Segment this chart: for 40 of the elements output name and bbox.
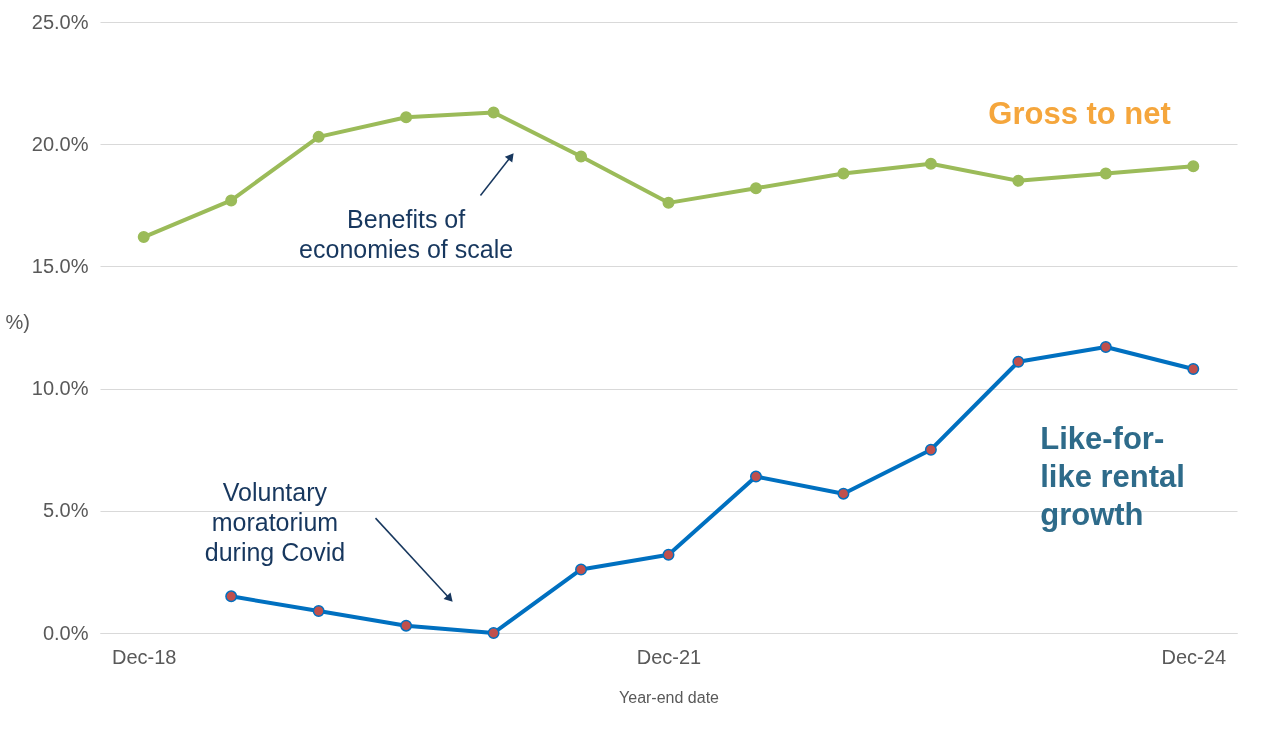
x-axis-title: Year-end date bbox=[619, 688, 720, 706]
point bbox=[1012, 174, 1025, 187]
y-tick-label: 20.0% bbox=[31, 132, 89, 155]
point bbox=[749, 182, 762, 195]
point bbox=[400, 111, 413, 124]
x-tick-label: Dec-21 bbox=[636, 645, 702, 668]
y-tick-label: 0.0% bbox=[42, 621, 89, 644]
y-axis-title: %) bbox=[5, 310, 30, 333]
point bbox=[837, 487, 850, 500]
point bbox=[1012, 355, 1025, 368]
point bbox=[662, 196, 675, 209]
point bbox=[924, 157, 937, 170]
point bbox=[1187, 363, 1200, 376]
point bbox=[225, 590, 238, 603]
point bbox=[1187, 160, 1200, 173]
point bbox=[1099, 167, 1112, 180]
x-tick-label: Dec-24 bbox=[1161, 645, 1227, 668]
point bbox=[575, 150, 588, 163]
annotation: Benefits of economies of scale bbox=[299, 204, 514, 263]
point bbox=[924, 443, 937, 456]
point bbox=[837, 167, 850, 180]
point bbox=[312, 605, 325, 617]
point bbox=[137, 231, 150, 244]
x-tick-label: Dec-18 bbox=[111, 645, 177, 668]
point bbox=[225, 194, 238, 207]
point bbox=[662, 548, 675, 561]
point bbox=[1099, 341, 1112, 354]
point bbox=[487, 106, 500, 119]
y-tick-label: 15.0% bbox=[31, 254, 89, 277]
series-label: Gross to net bbox=[988, 95, 1171, 131]
point bbox=[749, 470, 762, 483]
point bbox=[312, 130, 325, 143]
y-tick-label: 5.0% bbox=[42, 499, 89, 522]
annotation: Voluntary moratorium during Covid bbox=[204, 478, 346, 567]
series-label: Like-for-like rental growth bbox=[1040, 421, 1185, 533]
point bbox=[575, 563, 588, 576]
y-tick-label: 25.0% bbox=[31, 10, 89, 33]
y-tick-label: 10.0% bbox=[31, 377, 89, 400]
point bbox=[400, 619, 413, 632]
point bbox=[487, 627, 500, 639]
